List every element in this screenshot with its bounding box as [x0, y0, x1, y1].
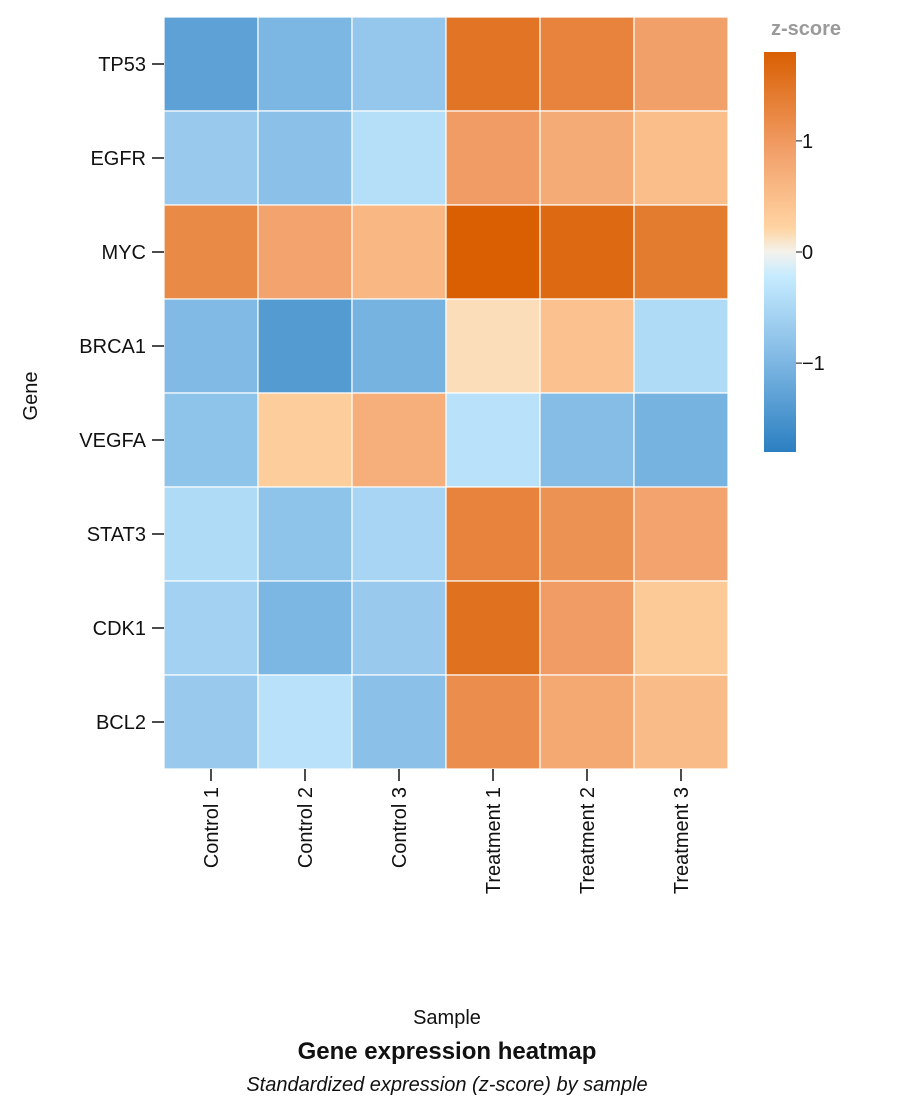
heatmap-cell [539, 580, 635, 676]
x-axis-title: Sample [413, 1007, 481, 1029]
heatmap-cell [163, 674, 259, 770]
x-axis: Control 1 Control 2 Control 3 Treatment 1 Tr… [201, 769, 693, 894]
colorbar [764, 52, 796, 452]
y-tick-label: BRCA1 [79, 336, 146, 358]
x-tick-label: Control 1 [201, 787, 223, 868]
heatmap-cell [351, 674, 447, 770]
x-tick-label: Treatment 1 [483, 787, 505, 894]
heatmap-cell [257, 16, 353, 112]
heatmap-cell [163, 486, 259, 582]
y-tick-label: MYC [102, 242, 146, 264]
heatmap-cells [163, 16, 729, 770]
heatmap-cell [539, 392, 635, 488]
y-tick-label: VEGFA [79, 430, 146, 452]
heatmap-cell [163, 16, 259, 112]
heatmap-cell [445, 674, 541, 770]
heatmap-cell [633, 204, 729, 300]
x-tick-label: Control 3 [389, 787, 411, 868]
heatmap-cell [163, 204, 259, 300]
y-axis: TP53 EGFR MYC BRCA1 VEGFA STAT3 CDK1 BCL2 [79, 54, 164, 734]
heatmap-cell [351, 392, 447, 488]
heatmap-cell [445, 110, 541, 206]
y-tick-label: CDK1 [93, 618, 146, 640]
heatmap-cell [163, 392, 259, 488]
heatmap-cell [445, 16, 541, 112]
legend-title: z-score [771, 18, 841, 40]
heatmap-cell [633, 674, 729, 770]
chart-subtitle: Standardized expression (z-score) by sam… [246, 1074, 648, 1096]
heatmap-cell [257, 110, 353, 206]
heatmap-cell [351, 110, 447, 206]
chart-title: Gene expression heatmap [297, 1038, 597, 1065]
colorbar-legend: z-score 1 0 −1 [764, 18, 841, 452]
x-tick-label: Control 2 [295, 787, 317, 868]
heatmap-cell [351, 16, 447, 112]
heatmap-cell [633, 110, 729, 206]
heatmap-cell [633, 392, 729, 488]
heatmap-cell [445, 298, 541, 394]
heatmap-cell [257, 486, 353, 582]
colorbar-tick-label: 0 [802, 242, 813, 264]
x-tick-label: Treatment 2 [577, 787, 599, 894]
heatmap-cell [633, 580, 729, 676]
heatmap-cell [257, 204, 353, 300]
heatmap-cell [257, 580, 353, 676]
heatmap-cell [633, 486, 729, 582]
heatmap-cell [539, 204, 635, 300]
heatmap-cell [539, 298, 635, 394]
y-tick-label: BCL2 [96, 712, 146, 734]
heatmap-cell [351, 580, 447, 676]
heatmap-cell [351, 298, 447, 394]
heatmap-cell [351, 486, 447, 582]
heatmap-cell [257, 674, 353, 770]
heatmap-cell [445, 204, 541, 300]
heatmap-cell [163, 298, 259, 394]
y-tick-label: EGFR [90, 148, 146, 170]
heatmap-chart: TP53 EGFR MYC BRCA1 VEGFA STAT3 CDK1 BCL2 Contr… [20, 16, 841, 1029]
heatmap-cell [445, 392, 541, 488]
heatmap-cell [633, 16, 729, 112]
heatmap-cell [633, 298, 729, 394]
colorbar-tick-label: 1 [802, 131, 813, 153]
y-tick-label: STAT3 [87, 524, 146, 546]
heatmap-cell [445, 486, 541, 582]
heatmap-cell [539, 16, 635, 112]
heatmap-cell [539, 674, 635, 770]
heatmap-cell [163, 580, 259, 676]
heatmap-cell [351, 204, 447, 300]
x-tick-label: Treatment 3 [671, 787, 693, 894]
heatmap-cell [539, 486, 635, 582]
colorbar-tick-label: −1 [802, 353, 825, 375]
y-axis-title: Gene [20, 372, 42, 421]
y-tick-label: TP53 [98, 54, 146, 76]
heatmap-cell [163, 110, 259, 206]
heatmap-cell [257, 298, 353, 394]
heatmap-cell [257, 392, 353, 488]
heatmap-cell [445, 580, 541, 676]
heatmap-cell [539, 110, 635, 206]
